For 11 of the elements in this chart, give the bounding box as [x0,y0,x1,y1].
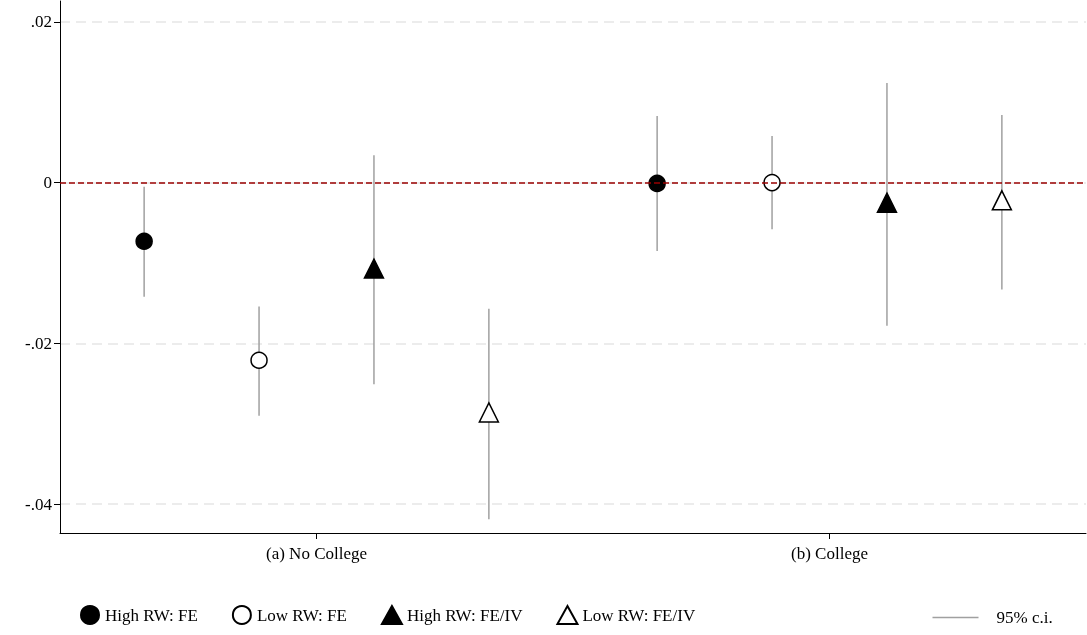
legend-label: Low RW: FE/IV [582,605,696,625]
legend-label: High RW: FE/IV [406,605,524,625]
text: 95% c.i. [996,608,1053,627]
y-tick-label: -.02 [25,333,52,353]
y-tick-label: .02 [30,12,52,32]
x-tick-label: (a) No College [265,544,368,563]
legend-label: High RW: FE [105,605,198,625]
x-tick-label: (b) College [791,544,868,563]
y-tick-label: 0 [43,173,52,193]
legend-label: Low RW: FE [256,605,347,625]
y-tick-label: -.04 [25,494,53,514]
